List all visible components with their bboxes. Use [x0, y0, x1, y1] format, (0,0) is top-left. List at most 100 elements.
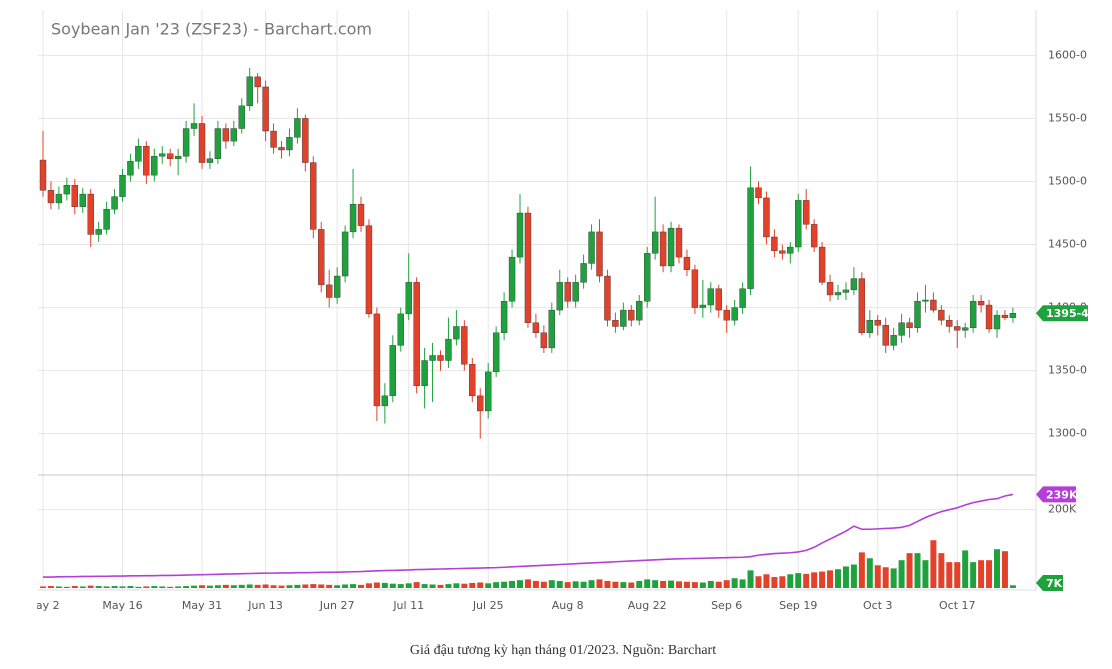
x-tick-label: Aug 22: [628, 599, 667, 612]
volume-bar: [199, 585, 205, 588]
volume-bar: [755, 576, 762, 588]
candle-body: [699, 304, 707, 308]
candle-body: [270, 130, 277, 148]
candle-body: [246, 76, 253, 107]
candle-body: [1009, 313, 1017, 318]
candle-body: [79, 193, 86, 207]
volume-bar: [795, 573, 802, 588]
candle-body: [1001, 314, 1009, 318]
candle-body: [866, 319, 873, 333]
x-tick-label: May 16: [102, 599, 142, 612]
candle-body: [564, 282, 571, 302]
candle-body: [532, 322, 540, 333]
volume-bar: [524, 579, 531, 588]
volume-bar: [994, 549, 1000, 588]
candle-body: [850, 278, 858, 291]
candle-body: [580, 263, 587, 283]
volume-bar: [453, 583, 460, 588]
volume-bar: [699, 582, 706, 588]
candle-body: [636, 301, 643, 321]
volume-bar: [373, 582, 380, 588]
candle-body: [143, 145, 150, 176]
volume-bar: [970, 562, 977, 588]
candle-body: [318, 229, 325, 286]
volume-bar: [874, 565, 881, 588]
candle-body: [691, 269, 699, 308]
candle-body: [723, 309, 730, 321]
candle-body: [174, 156, 182, 159]
volume-bar: [429, 584, 436, 588]
candle-body: [119, 174, 126, 197]
candle-body: [492, 332, 500, 373]
volume-bar: [914, 553, 921, 588]
candle-body: [540, 332, 548, 349]
volume-bar: [683, 581, 690, 588]
x-tick-label: Sep 6: [711, 599, 742, 612]
volume-bar: [715, 581, 722, 588]
volume-bar: [222, 584, 229, 588]
candle-body: [612, 319, 619, 327]
x-tick-label: May 31: [182, 599, 222, 612]
candle-body: [63, 185, 71, 195]
volume-bar: [477, 582, 484, 588]
candle-body: [763, 197, 770, 238]
candle-body: [906, 322, 913, 328]
x-tick-label: Oct 17: [939, 599, 976, 612]
volume-bar: [723, 580, 730, 588]
candle-body: [914, 301, 921, 328]
volume-bar: [691, 582, 698, 588]
candle-body: [47, 190, 55, 204]
volume-bar: [151, 586, 158, 588]
candle-body: [87, 193, 94, 235]
candle-body: [333, 275, 341, 298]
candle-body: [977, 301, 985, 306]
candle-body: [938, 309, 945, 321]
candle-body: [222, 128, 230, 142]
candle-body: [739, 288, 746, 308]
candle-body: [262, 86, 269, 132]
volume-bar: [397, 584, 404, 588]
volume-bar: [509, 580, 516, 588]
volume-bar: [143, 586, 150, 588]
volume-bar: [731, 578, 738, 588]
candle-body: [349, 203, 357, 233]
chart-title: Soybean Jan '23 (ZSF23) - Barchart.com: [51, 20, 372, 39]
volume-bar: [763, 574, 770, 588]
x-tick-label: Aug 8: [552, 599, 584, 612]
volume-bar: [302, 584, 309, 588]
volume-bar: [262, 584, 269, 588]
candle-body: [818, 246, 826, 283]
y-tick-label: 1550-0: [1048, 111, 1087, 124]
volume-bar: [127, 586, 134, 588]
volume-bar: [1001, 551, 1008, 588]
candle-body: [127, 161, 134, 176]
candle-body: [508, 256, 516, 302]
candle-body: [898, 322, 905, 336]
volume-bar: [334, 585, 341, 588]
volume-bar: [842, 566, 849, 588]
volume-bar: [47, 586, 54, 588]
candle-body: [238, 105, 245, 129]
volume-bar: [469, 582, 476, 588]
candle-body: [993, 314, 1001, 330]
candle-body: [461, 326, 468, 365]
candle-body: [397, 313, 404, 346]
candle-body: [890, 335, 897, 346]
candle-body: [882, 325, 889, 346]
candle-body: [500, 301, 508, 333]
volume-bar: [381, 582, 388, 588]
candle-body: [810, 224, 818, 248]
caption: Giá đậu tương kỳ hạn tháng 01/2023. Nguồ…: [410, 643, 716, 658]
y-tick-label: 1350-0: [1048, 364, 1087, 377]
candle-body: [437, 355, 444, 361]
volume-bar: [501, 581, 508, 588]
volume-bar: [421, 584, 428, 588]
candle-body: [111, 196, 118, 210]
open-interest-line: [43, 493, 1014, 578]
volume-bar: [87, 585, 94, 588]
volume-bar: [358, 584, 364, 588]
candle-body: [644, 253, 651, 302]
x-tick-label: Jul 25: [472, 599, 504, 612]
candle-body: [969, 301, 977, 328]
